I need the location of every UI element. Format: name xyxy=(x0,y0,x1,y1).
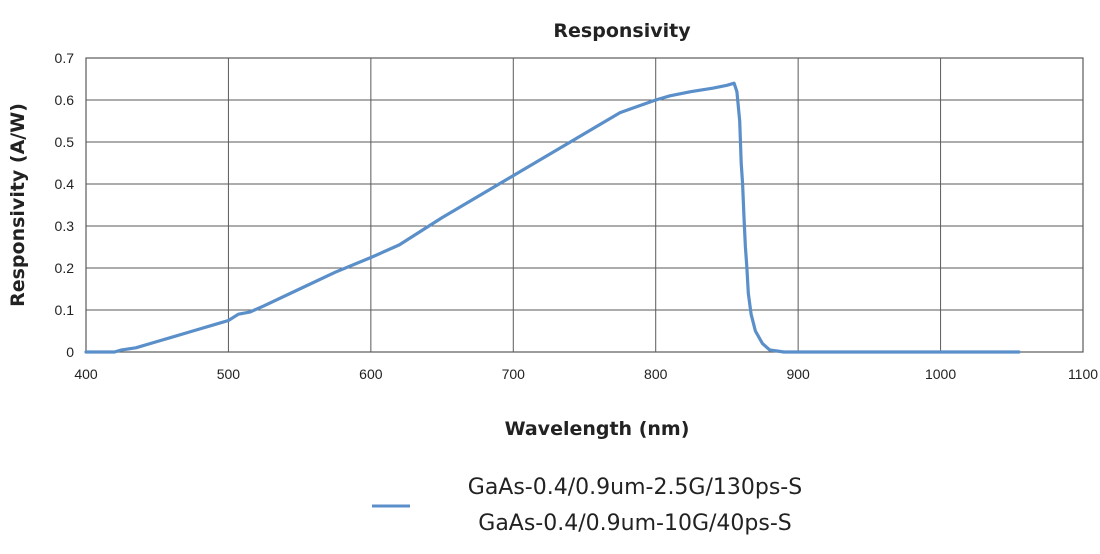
x-tick-label: 1000 xyxy=(925,366,956,382)
x-tick-label: 800 xyxy=(644,366,668,382)
y-tick-label: 0.2 xyxy=(55,260,75,276)
x-axis-label: Wavelength (nm) xyxy=(505,418,690,440)
y-tick-label: 0.3 xyxy=(55,218,75,234)
series-line xyxy=(84,81,1021,354)
legend-entry-line2: GaAs-0.4/0.9um-10G/40ps-S xyxy=(478,511,791,536)
y-tick-label: 0.5 xyxy=(55,134,75,150)
y-tick-labels: 0 0.1 0.2 0.3 0.4 0.5 0.6 0.7 xyxy=(55,50,75,360)
x-tick-labels: 400 500 600 700 800 900 1000 1100 xyxy=(74,366,1098,382)
legend: GaAs-0.4/0.9um-2.5G/130ps-S GaAs-0.4/0.9… xyxy=(372,475,802,536)
chart-title: Responsivity xyxy=(553,20,691,42)
x-tick-label: 400 xyxy=(74,366,98,382)
x-tick-label: 700 xyxy=(502,366,526,382)
y-tick-label: 0.1 xyxy=(55,302,75,318)
y-axis-label: Responsivity (A/W) xyxy=(7,103,29,307)
series-lines xyxy=(84,81,1021,354)
x-tick-label: 500 xyxy=(217,366,241,382)
x-tick-label: 900 xyxy=(786,366,810,382)
x-tick-label: 1100 xyxy=(1068,366,1098,382)
legend-entry-line1: GaAs-0.4/0.9um-2.5G/130ps-S xyxy=(468,475,802,500)
x-tick-label: 600 xyxy=(359,366,383,382)
y-tick-label: 0.6 xyxy=(55,92,75,108)
y-tick-label: 0 xyxy=(66,344,74,360)
y-tick-label: 0.4 xyxy=(55,176,75,192)
y-tick-label: 0.7 xyxy=(55,50,75,66)
grid-lines xyxy=(85,57,1084,353)
plot-frame xyxy=(85,57,1084,353)
